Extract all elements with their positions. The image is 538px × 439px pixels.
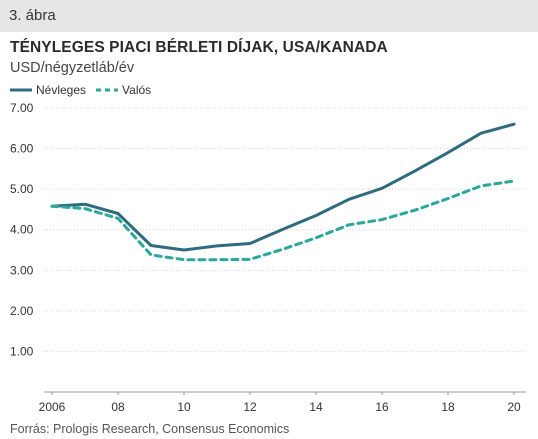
y-tick-label: 7.00	[10, 101, 34, 115]
y-tick-label: 4.00	[10, 223, 34, 237]
figure-label-bar: 3. ábra	[0, 0, 538, 32]
chart-title: TÉNYLEGES PIACI BÉRLETI DÍJAK, USA/KANAD…	[10, 39, 388, 56]
legend-swatch-dashed	[96, 88, 119, 92]
series-line-nominal	[50, 122, 516, 252]
y-tick-label: 1.00	[10, 344, 34, 358]
x-tick-label: 14	[309, 400, 323, 414]
legend: Névleges Valós	[10, 82, 161, 98]
y-tick-label: 6.00	[10, 142, 34, 156]
chart-subtitle: USD/négyzetláb/év	[10, 60, 135, 76]
source-note: Forrás: Prologis Research, Consensus Eco…	[10, 422, 290, 436]
x-tick-label: 16	[375, 400, 389, 414]
y-tick-label: 5.00	[10, 182, 34, 196]
line-chart: 1.00 2.00 3.00 4.00 5.00 6.00 7.00 2006 08 10 12 14…	[10, 101, 526, 414]
legend-label-real: Valós	[122, 83, 152, 97]
y-tick-label: 3.00	[10, 263, 34, 277]
series-line-real	[50, 179, 516, 262]
x-tick-label: 20	[507, 400, 521, 414]
x-tick-label: 18	[441, 400, 455, 414]
x-tick-label: 08	[111, 400, 125, 414]
figure-label: 3. ábra	[9, 7, 56, 24]
x-tick-label: 12	[243, 400, 257, 414]
x-tick-label: 10	[177, 400, 191, 414]
legend-item-real: Valós	[96, 83, 151, 97]
y-tick-label: 2.00	[10, 304, 34, 318]
x-tick-label: 2006	[39, 400, 66, 414]
legend-swatch-solid	[10, 88, 32, 92]
legend-label-nominal: Névleges	[36, 83, 87, 97]
legend-item-nominal: Névleges	[10, 83, 86, 97]
